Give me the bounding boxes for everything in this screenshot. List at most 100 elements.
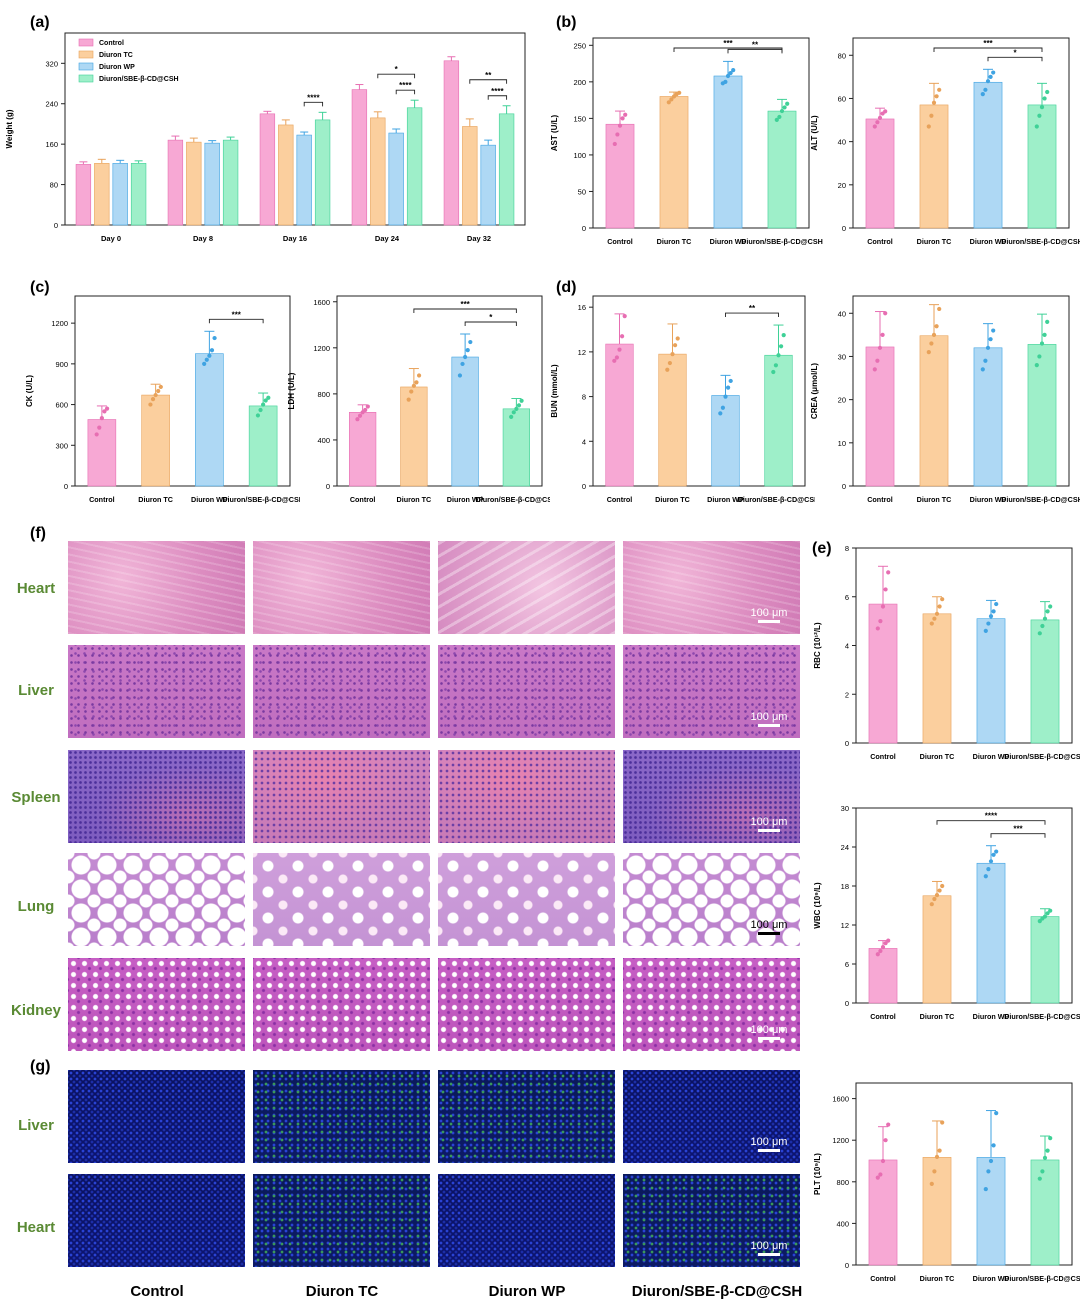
significance-bracket — [464, 321, 517, 326]
bar-diuron-wp — [976, 862, 1006, 1004]
plot-frame — [64, 32, 526, 226]
data-point — [980, 367, 985, 372]
data-point — [883, 311, 888, 316]
data-point — [411, 383, 416, 388]
data-point — [1037, 113, 1042, 118]
legend-label-diuron-sbe-cd-csh: Diuron/SBE-β-CD@CSH — [99, 76, 179, 83]
x-tick-label: Diuron WP — [970, 237, 1007, 246]
if-liver-control — [68, 1070, 245, 1163]
y-tick-label: 12 — [841, 921, 849, 930]
bar-diuron-wp — [976, 618, 1006, 744]
bar-diuron-sbe-cd-csh-day-0 — [130, 163, 147, 226]
data-point — [929, 621, 934, 626]
data-point — [986, 621, 991, 626]
column-label-control: Control — [130, 1283, 184, 1300]
data-point — [666, 100, 671, 105]
data-point — [673, 343, 678, 348]
data-point — [872, 367, 877, 372]
data-point — [148, 402, 153, 407]
x-tick-label: Diuron WP — [447, 495, 484, 504]
significance-bracket — [395, 89, 416, 95]
y-tick-label: 6 — [845, 960, 849, 969]
significance-label: * — [395, 65, 399, 74]
micrograph-heart-control — [68, 541, 245, 634]
data-point — [929, 1181, 934, 1186]
significance-bracket — [727, 48, 783, 54]
y-tick-label: 1600 — [832, 1095, 849, 1104]
data-point — [875, 1175, 880, 1180]
bar-control — [349, 412, 377, 487]
x-tick-label: Control — [870, 752, 896, 761]
data-point — [99, 416, 104, 421]
bar-control — [868, 603, 898, 744]
data-point — [1048, 604, 1053, 609]
significance-bracket — [208, 318, 264, 324]
bar-diuron-wp — [973, 81, 1003, 229]
column-label-diuron-wp: Diuron WP — [488, 1283, 566, 1300]
data-point — [988, 337, 993, 342]
y-tick-label: 800 — [836, 1178, 849, 1187]
y-tick-label: 0 — [842, 224, 846, 233]
y-tick-label: 1200 — [51, 319, 68, 328]
x-tick-label: Diuron TC — [920, 752, 955, 761]
data-point — [940, 883, 945, 889]
panel-label-f: (f) — [30, 525, 46, 542]
panel-label-a: (a) — [30, 14, 50, 31]
y-tick-label: 16 — [578, 303, 586, 312]
significance-bracket — [990, 833, 1046, 838]
data-point — [875, 358, 880, 363]
significance-label: **** — [491, 87, 504, 96]
data-point — [207, 353, 212, 358]
y-tick-label: 100 — [573, 151, 586, 160]
data-point — [991, 70, 996, 75]
data-point — [620, 116, 625, 121]
data-point — [878, 619, 883, 624]
y-tick-label: 240 — [45, 100, 58, 109]
micrograph-liver-diuron-tc — [253, 645, 430, 738]
scale-bar: 100 μm — [749, 919, 789, 935]
data-point — [363, 407, 368, 413]
chart-bun: 0 4 8 12 16 BUN (mmol/L) Control Diuron TC Diuro… — [550, 295, 815, 504]
micrograph-spleen-diuron-wp — [438, 750, 615, 843]
micrograph-kidney-diuron-tc — [253, 958, 430, 1051]
data-point — [994, 601, 999, 607]
data-point — [983, 874, 988, 879]
data-point — [937, 888, 942, 893]
data-point — [670, 352, 675, 357]
panel-label-d: (d) — [556, 279, 577, 296]
data-point — [615, 132, 620, 137]
data-point — [516, 403, 522, 408]
plot-frame — [74, 295, 291, 487]
micrograph-spleen-control — [68, 750, 245, 843]
y-tick-label: 80 — [50, 181, 58, 190]
x-tick-label: Diuron WP — [973, 1274, 1010, 1283]
data-point — [934, 893, 940, 898]
data-point — [718, 411, 723, 416]
bar-diuron-wp-day-24 — [388, 132, 404, 226]
chart-wbc: 0 6 12 18 24 30 WBC (10⁹/L) Control Diuron TC Diu… — [813, 804, 1080, 1021]
data-point — [886, 938, 891, 943]
x-tick-label: Control — [607, 495, 633, 504]
data-point — [937, 87, 942, 92]
significance-bracket — [725, 312, 779, 318]
data-point — [416, 373, 422, 378]
plot-frame — [852, 295, 1070, 487]
micrograph-heart-sbe: 100 μm — [623, 541, 800, 634]
data-point — [991, 1143, 996, 1148]
x-tick-label: Day 32 — [467, 234, 491, 243]
y-tick-label: 4 — [845, 642, 849, 651]
data-point — [617, 123, 623, 128]
data-point — [877, 345, 883, 350]
data-point — [620, 334, 625, 339]
bar-diuron-sbe-cd-csh — [1027, 344, 1057, 487]
significance-bracket — [413, 308, 517, 313]
significance-bracket — [933, 47, 1043, 52]
micrograph-heart-diuron-wp — [438, 541, 615, 634]
data-point — [1039, 341, 1045, 346]
data-point — [940, 597, 945, 602]
data-point — [886, 570, 891, 575]
bar-diuron-sbe-cd-csh — [1030, 916, 1060, 1004]
y-tick-label: 4 — [582, 437, 586, 446]
bar-diuron-sbe-cd-csh — [248, 405, 278, 487]
scale-bar: 100 μm — [749, 607, 789, 623]
